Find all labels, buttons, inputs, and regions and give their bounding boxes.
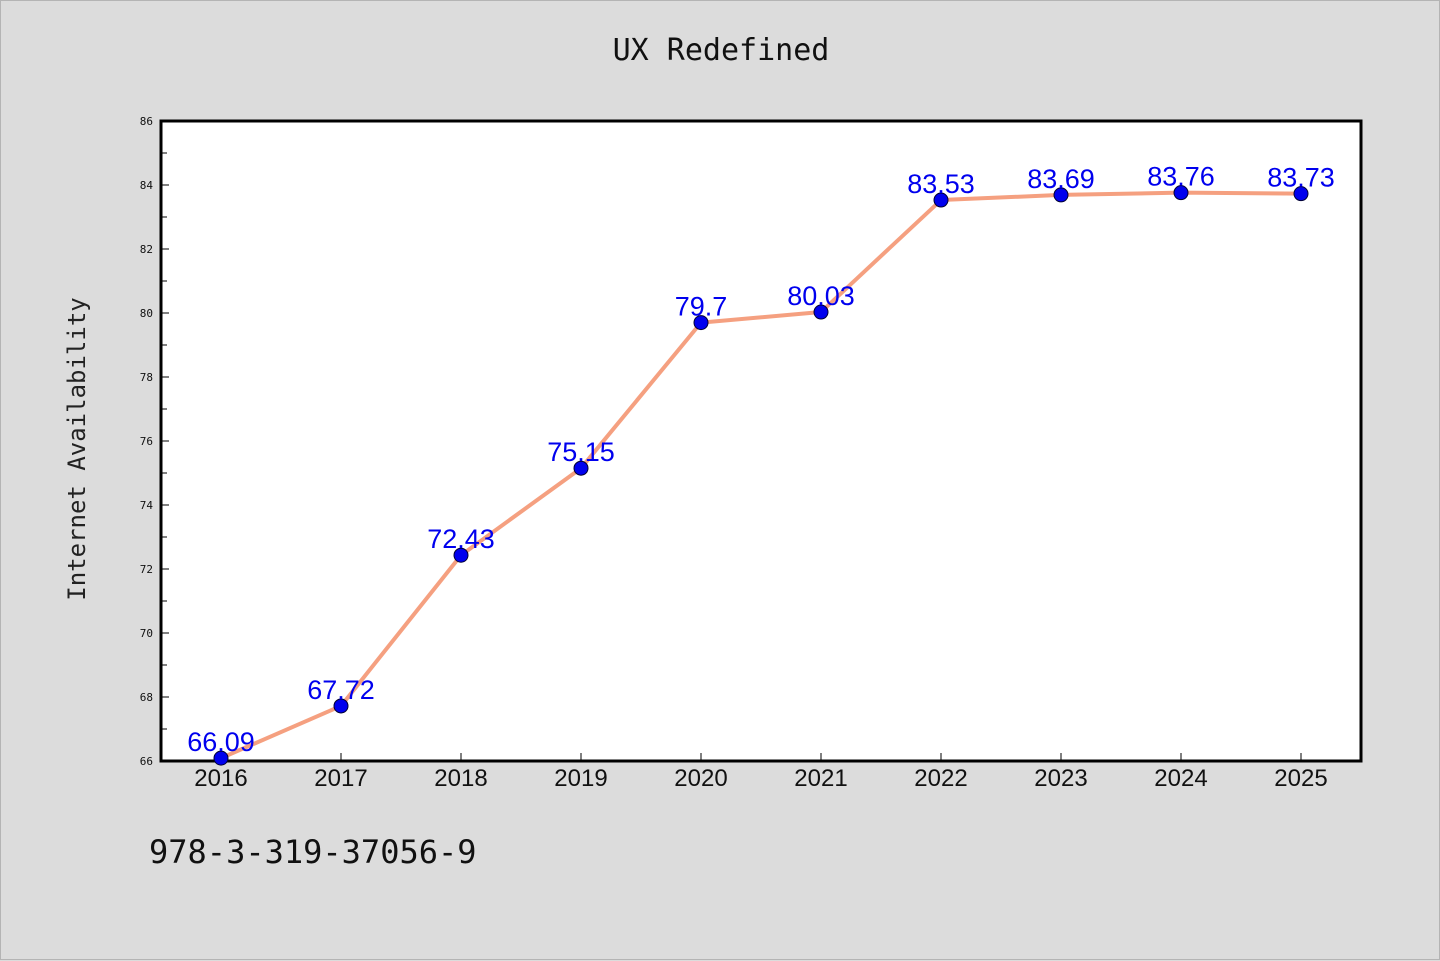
data-label: 66.09	[187, 727, 255, 757]
data-label: 72.43	[427, 524, 495, 554]
y-tick-label: 84	[140, 179, 154, 192]
x-tick-label: 2019	[554, 765, 607, 792]
data-point	[1173, 185, 1189, 201]
data-label: 75.15	[547, 437, 615, 467]
y-tick-label: 74	[140, 499, 154, 512]
y-axis-ticks: 66 68 70 72 74 76 78 80 82 84 86	[140, 115, 169, 768]
x-tick-label: 2017	[314, 765, 367, 792]
y-tick-label: 82	[140, 243, 153, 256]
y-tick-label: 86	[140, 115, 153, 128]
data-label: 83.76	[1147, 162, 1215, 192]
data-label: 67.72	[307, 675, 375, 705]
data-point	[1293, 186, 1309, 202]
data-label: 83.53	[907, 169, 975, 199]
x-tick-label: 2020	[674, 765, 727, 792]
data-point	[933, 192, 949, 208]
data-point	[453, 547, 469, 563]
x-axis-ticks: 2016 2017 2018 2019 2020 2021 2022 2023 2024 2025	[194, 753, 1328, 792]
footnote-isbn: 978-3-319-37056-9	[149, 833, 477, 871]
data-label: 83.73	[1267, 163, 1335, 193]
data-point	[333, 698, 349, 714]
x-tick-label: 2023	[1034, 765, 1087, 792]
chart-title: UX Redefined	[612, 33, 830, 68]
x-tick-label: 2021	[794, 765, 847, 792]
data-point	[213, 750, 229, 766]
data-point	[1053, 187, 1069, 203]
y-tick-label: 70	[140, 627, 153, 640]
data-point	[573, 460, 589, 476]
series-markers	[213, 185, 1309, 766]
y-tick-label: 78	[140, 371, 153, 384]
x-tick-label: 2022	[914, 765, 967, 792]
x-tick-label: 2018	[434, 765, 487, 792]
data-label: 79.7	[675, 292, 728, 322]
data-point	[693, 315, 709, 331]
y-tick-label: 66	[140, 755, 153, 768]
data-label: 80.03	[787, 281, 855, 311]
y-tick-label: 76	[140, 435, 153, 448]
x-tick-label: 2025	[1274, 765, 1327, 792]
y-tick-label: 72	[140, 563, 153, 576]
x-tick-label: 2024	[1154, 765, 1207, 792]
y-tick-label: 68	[140, 691, 153, 704]
x-tick-label: 2016	[194, 765, 247, 792]
y-tick-label: 80	[140, 307, 153, 320]
data-labels: 66.09 67.72 72.43 75.15 79.7 80.03 83.53 83.69 8…	[187, 162, 1335, 757]
series-line	[220, 190, 1302, 760]
data-label: 83.69	[1027, 164, 1095, 194]
data-point	[813, 304, 829, 320]
plot-area	[159, 119, 1363, 763]
